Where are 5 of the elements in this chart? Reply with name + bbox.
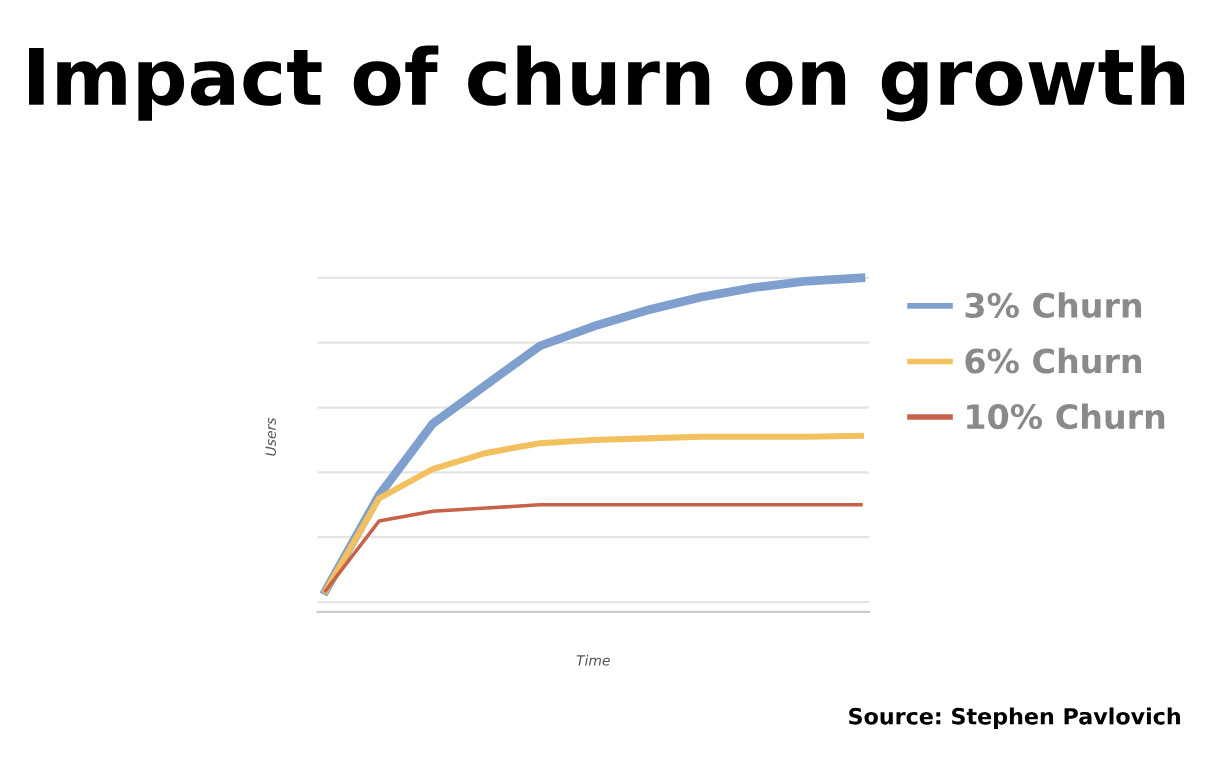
legend-label: 6% Churn [965, 347, 1142, 374]
legend-label: 10% Churn [967, 403, 1165, 430]
legend-label: 3% Churn [965, 292, 1142, 318]
chart-title: Impact of churn on growth [29, 45, 1185, 122]
source-note: Source: Stephen Pavlovich [849, 707, 1180, 729]
